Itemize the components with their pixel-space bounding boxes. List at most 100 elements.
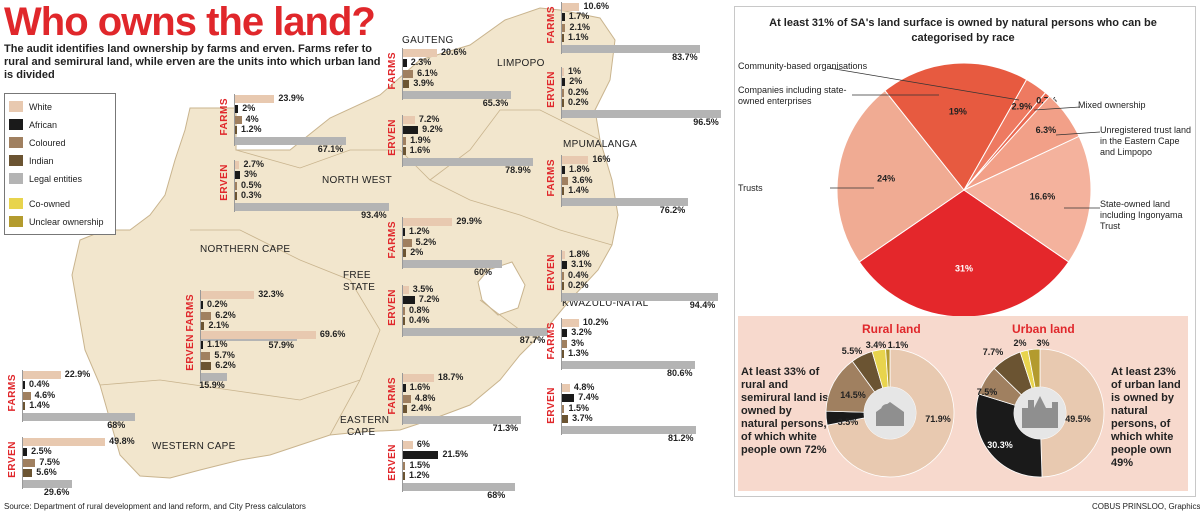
pie-value-label: 31% bbox=[955, 264, 973, 274]
bar-african bbox=[235, 105, 239, 114]
donut-value-label: 7.5% bbox=[977, 387, 998, 397]
bar-african bbox=[403, 228, 405, 237]
bar-white bbox=[201, 291, 255, 299]
bar-indian bbox=[23, 469, 33, 478]
credit-text: COBUS PRINSLOO, Graphics24 bbox=[1092, 502, 1200, 511]
bar-value-label: 1.5% bbox=[568, 402, 589, 413]
legend-swatch bbox=[9, 173, 23, 184]
legend-item: Co-owned bbox=[9, 197, 70, 210]
bar-white bbox=[562, 384, 570, 392]
bar-white bbox=[403, 218, 453, 226]
farms-label: FARMS bbox=[387, 52, 398, 90]
bar-value-label: 22.9% bbox=[64, 369, 91, 379]
source-text: Source: Department of rural development … bbox=[4, 502, 306, 511]
legend-label: Unclear ownership bbox=[29, 216, 104, 227]
bar-indian bbox=[562, 282, 564, 291]
bar-value-label: 2.1% bbox=[569, 21, 590, 32]
farms-label: FARMS bbox=[219, 98, 230, 136]
farms-label: FARMS bbox=[546, 159, 557, 197]
bar-value-label: 2% bbox=[242, 103, 256, 114]
bar-legal-entities bbox=[201, 372, 228, 381]
donut-value-label: 5.5% bbox=[842, 346, 863, 356]
legend-item: Unclear ownership bbox=[9, 215, 104, 228]
bar-value-label: 67.1% bbox=[317, 143, 344, 154]
bar-coloured bbox=[201, 311, 212, 320]
bar-value-label: 4.8% bbox=[414, 392, 436, 403]
donut-value-label: 7.7% bbox=[983, 347, 1004, 357]
bar-coloured bbox=[562, 339, 567, 348]
bar-value-label: 69.6% bbox=[319, 329, 346, 339]
legend-label: Legal entities bbox=[29, 173, 83, 184]
region-northern-cape: NORTHERN CAPE bbox=[200, 244, 291, 255]
bar-value-label: 1.4% bbox=[29, 400, 50, 411]
donut-value-label: 1.1% bbox=[888, 340, 909, 350]
bar-value-label: 83.7% bbox=[672, 51, 698, 62]
donut-value-label: 71.9% bbox=[925, 414, 951, 424]
region-eastern-cape-2: CAPE bbox=[347, 427, 376, 438]
erven-label: ERVEN bbox=[387, 289, 398, 326]
bar-value-label: 23.9% bbox=[278, 93, 304, 103]
intro-text: The audit identifies land ownership by f… bbox=[4, 43, 381, 81]
bar-value-label: 94.4% bbox=[689, 299, 716, 310]
bar-legal-entities bbox=[235, 202, 390, 211]
bar-legal-entities bbox=[562, 360, 695, 369]
bar-african bbox=[23, 448, 28, 457]
bar-indian bbox=[403, 147, 406, 156]
bar-legal-entities bbox=[562, 44, 701, 53]
bar-value-label: 0.4% bbox=[409, 315, 430, 326]
donut-value-label: 2% bbox=[1013, 338, 1026, 348]
bar-coloured bbox=[23, 391, 31, 400]
legend-item: White bbox=[9, 100, 52, 113]
bar-value-label: 0.4% bbox=[568, 269, 589, 280]
bar-value-label: 7.4% bbox=[578, 392, 599, 403]
bar-legal-entities bbox=[562, 109, 722, 118]
bar-value-label: 60% bbox=[474, 266, 493, 277]
bar-value-label: 2.3% bbox=[410, 57, 432, 68]
bar-coloured bbox=[235, 181, 237, 190]
legend-swatch bbox=[9, 198, 23, 209]
group-axis bbox=[200, 330, 201, 382]
bar-value-label: 1.5% bbox=[409, 459, 430, 470]
bar-legal-entities bbox=[403, 482, 516, 491]
rural-house-tree-icon bbox=[876, 402, 904, 426]
main-title: Who owns the land? bbox=[4, 0, 376, 44]
bar-value-label: 1.9% bbox=[410, 134, 431, 145]
farms-label: FARMS bbox=[546, 6, 557, 44]
bar-white bbox=[562, 319, 579, 327]
pie-slice bbox=[836, 89, 965, 263]
bar-value-label: 81.2% bbox=[667, 432, 694, 443]
farms-label: FARMS bbox=[387, 377, 398, 415]
region-mpumalanga: MPUMALANGA bbox=[563, 139, 638, 150]
donut-charts: 71.9% 3.5% 14.5% 5.5%3.4% 1.1% 49.5% 30.3% 7.5%… bbox=[825, 338, 1105, 478]
donut-panel bbox=[738, 316, 1188, 491]
bar-african bbox=[403, 384, 406, 393]
bar-value-label: 0.2% bbox=[207, 299, 228, 310]
bar-indian bbox=[235, 192, 237, 201]
bar-indian bbox=[403, 472, 405, 481]
pie-label-unregistered: Unregistered trust land in the Eastern C… bbox=[1100, 125, 1192, 157]
bar-value-label: 0.5% bbox=[241, 179, 262, 190]
bar-value-label: 1.2% bbox=[409, 226, 430, 237]
bar-white bbox=[562, 251, 565, 259]
bar-value-label: 0.8% bbox=[409, 304, 430, 315]
bar-value-label: 3.5% bbox=[412, 284, 434, 294]
bar-value-label: 96.5% bbox=[693, 116, 719, 127]
bar-coloured bbox=[562, 176, 568, 185]
legend-label: Coloured bbox=[29, 137, 66, 148]
erven-label: ERVEN bbox=[7, 441, 18, 478]
bar-indian bbox=[403, 249, 407, 258]
bar-african bbox=[403, 451, 439, 460]
donut-value-label: 14.5% bbox=[840, 390, 866, 400]
legend-label: Indian bbox=[29, 155, 54, 166]
south-africa-map bbox=[71, 7, 619, 479]
bar-value-label: 2% bbox=[569, 76, 583, 87]
bar-coloured bbox=[235, 115, 242, 124]
pie-label-state: State-owned land including Ingonyama Tru… bbox=[1100, 199, 1183, 231]
legend-label: African bbox=[29, 119, 58, 130]
bar-african bbox=[562, 78, 566, 87]
bar-coloured bbox=[403, 69, 414, 78]
bar-value-label: 16% bbox=[592, 154, 611, 164]
bar-indian bbox=[403, 405, 407, 414]
erven-label: ERVEN bbox=[546, 387, 557, 424]
bar-white bbox=[403, 441, 413, 449]
